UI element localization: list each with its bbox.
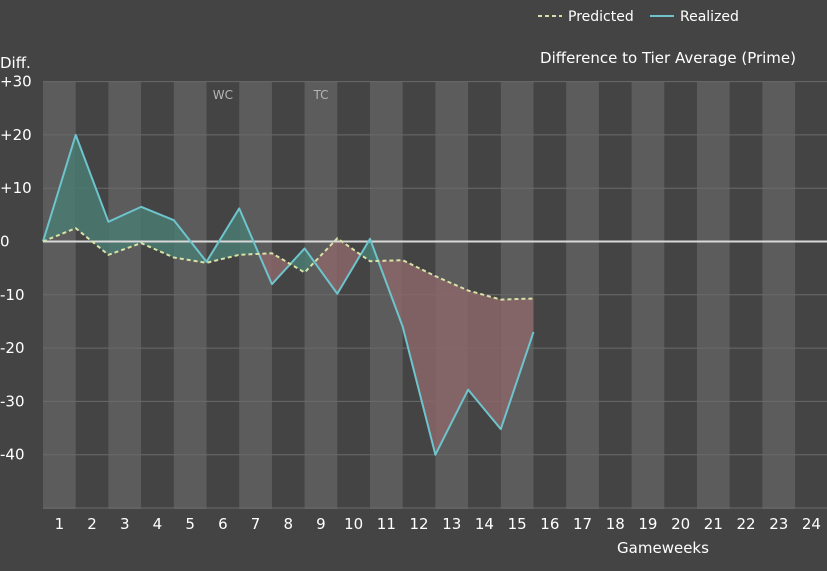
y-axis-label: Diff. xyxy=(0,54,31,72)
x-tick-label: 1 xyxy=(55,515,65,533)
y-tick-labels: +30 +20 +10 0 -10 -20 -30 -40 xyxy=(0,73,32,464)
x-tick-label: 4 xyxy=(153,515,163,533)
negative-diff-area xyxy=(468,290,501,430)
x-tick-labels: 1 2 3 4 5 6 7 8 9 10 11 12 13 14 15 16 17 18 19 20 21 22 23 24 xyxy=(55,515,821,533)
column-band xyxy=(173,82,207,509)
y-tick-label: +30 xyxy=(0,73,32,91)
x-tick-label: 10 xyxy=(344,515,363,533)
series-line-predicted xyxy=(42,227,534,301)
x-tick-label: 21 xyxy=(704,515,723,533)
x-tick-label: 15 xyxy=(508,515,527,533)
series-lines xyxy=(42,133,535,456)
y-tick-label: -10 xyxy=(0,286,25,304)
legend-realized-label: Realized xyxy=(680,9,739,25)
x-tick-label: 6 xyxy=(218,515,228,533)
column-band xyxy=(108,82,142,509)
y-tick-label: +10 xyxy=(0,179,32,197)
positive-diff-area xyxy=(304,248,315,273)
x-tick-label: 23 xyxy=(769,515,788,533)
column-band xyxy=(762,82,796,509)
column-band xyxy=(500,82,534,509)
x-tick-label: 22 xyxy=(737,515,756,533)
negative-diff-area xyxy=(435,276,469,455)
chip-annotation: WC xyxy=(213,88,233,102)
column-band xyxy=(43,82,76,509)
column-band xyxy=(239,82,272,509)
y-tick-label: 0 xyxy=(0,233,10,251)
x-tick-label: 20 xyxy=(671,515,690,533)
x-tick-label: 8 xyxy=(283,515,293,533)
x-tick-label: 17 xyxy=(573,515,592,533)
x-tick-label: 2 xyxy=(87,515,97,533)
x-tick-label: 9 xyxy=(316,515,326,533)
legend: Predicted Realized xyxy=(538,9,739,25)
x-tick-label: 16 xyxy=(540,515,559,533)
y-tick-label: -30 xyxy=(0,392,25,410)
column-band xyxy=(631,82,665,509)
column-band xyxy=(697,82,730,509)
positive-diff-area xyxy=(290,248,305,273)
x-tick-label: 13 xyxy=(442,515,461,533)
y-tick-label: +20 xyxy=(0,126,32,144)
positive-diff-area xyxy=(141,206,174,258)
x-axis-label: Gameweeks xyxy=(617,539,709,557)
negative-diff-area xyxy=(402,260,436,455)
x-tick-label: 11 xyxy=(377,515,396,533)
x-tick-label: 3 xyxy=(120,515,130,533)
y-tick-label: -40 xyxy=(0,446,25,464)
x-tick-label: 14 xyxy=(475,515,494,533)
chart-title: Difference to Tier Average (Prime) xyxy=(540,49,796,67)
positive-diff-area xyxy=(75,134,109,255)
x-tick-label: 12 xyxy=(410,515,429,533)
negative-diff-area xyxy=(314,238,338,294)
chip-annotation: TC xyxy=(312,88,328,102)
x-tick-label: 7 xyxy=(251,515,261,533)
x-tick-label: 5 xyxy=(185,515,195,533)
series-line-realized xyxy=(42,133,535,456)
annotations: WC TC xyxy=(213,88,329,102)
negative-diff-area xyxy=(500,298,534,430)
column-band xyxy=(304,82,338,509)
x-tick-label: 24 xyxy=(802,515,821,533)
negative-diff-area xyxy=(337,238,361,294)
y-tick-label: -20 xyxy=(0,339,25,357)
column-band xyxy=(566,82,599,509)
x-tick-label: 19 xyxy=(638,515,657,533)
legend-predicted-label: Predicted xyxy=(568,9,634,25)
negative-diff-area xyxy=(271,253,291,285)
x-tick-label: 18 xyxy=(606,515,625,533)
